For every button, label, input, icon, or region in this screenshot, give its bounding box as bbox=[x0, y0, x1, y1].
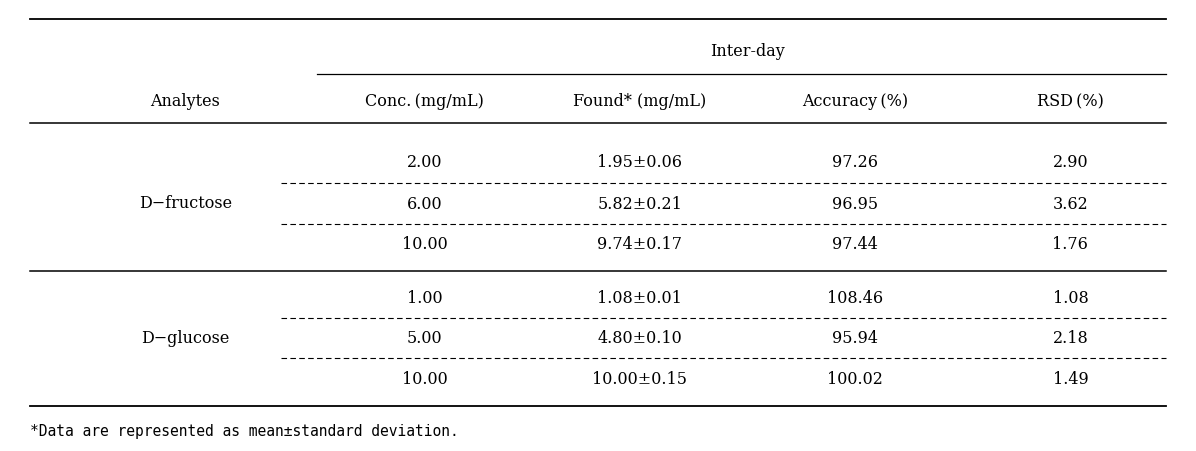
Text: Conc. (mg/mL): Conc. (mg/mL) bbox=[365, 93, 484, 110]
Text: 2.18: 2.18 bbox=[1052, 330, 1088, 347]
Text: Analytes: Analytes bbox=[151, 93, 220, 110]
Text: 1.76: 1.76 bbox=[1052, 236, 1088, 253]
Text: 9.74±0.17: 9.74±0.17 bbox=[597, 236, 683, 253]
Text: 5.00: 5.00 bbox=[407, 330, 443, 347]
Text: 2.00: 2.00 bbox=[407, 154, 443, 171]
Text: 1.08±0.01: 1.08±0.01 bbox=[598, 289, 682, 306]
Text: 108.46: 108.46 bbox=[828, 289, 883, 306]
Text: Accuracy (%): Accuracy (%) bbox=[803, 93, 908, 110]
Text: D−fructose: D−fructose bbox=[139, 195, 232, 212]
Text: 6.00: 6.00 bbox=[407, 195, 443, 212]
Text: Found* (mg/mL): Found* (mg/mL) bbox=[573, 93, 707, 110]
Text: Inter-day: Inter-day bbox=[710, 43, 785, 60]
Text: 10.00: 10.00 bbox=[402, 236, 447, 253]
Text: 96.95: 96.95 bbox=[832, 195, 878, 212]
Text: 2.90: 2.90 bbox=[1052, 154, 1088, 171]
Text: 95.94: 95.94 bbox=[832, 330, 878, 347]
Text: 97.26: 97.26 bbox=[832, 154, 878, 171]
Text: 10.00±0.15: 10.00±0.15 bbox=[592, 370, 688, 387]
Text: 1.00: 1.00 bbox=[407, 289, 443, 306]
Text: 5.82±0.21: 5.82±0.21 bbox=[598, 195, 682, 212]
Text: D−glucose: D−glucose bbox=[141, 330, 230, 347]
Text: RSD (%): RSD (%) bbox=[1037, 93, 1104, 110]
Text: 100.02: 100.02 bbox=[828, 370, 883, 387]
Text: 1.08: 1.08 bbox=[1052, 289, 1088, 306]
Text: 3.62: 3.62 bbox=[1052, 195, 1088, 212]
Text: 10.00: 10.00 bbox=[402, 370, 447, 387]
Text: *Data are represented as mean±standard deviation.: *Data are represented as mean±standard d… bbox=[30, 423, 458, 438]
Text: 4.80±0.10: 4.80±0.10 bbox=[598, 330, 682, 347]
Text: 1.95±0.06: 1.95±0.06 bbox=[597, 154, 683, 171]
Text: 97.44: 97.44 bbox=[832, 236, 878, 253]
Text: 1.49: 1.49 bbox=[1052, 370, 1088, 387]
